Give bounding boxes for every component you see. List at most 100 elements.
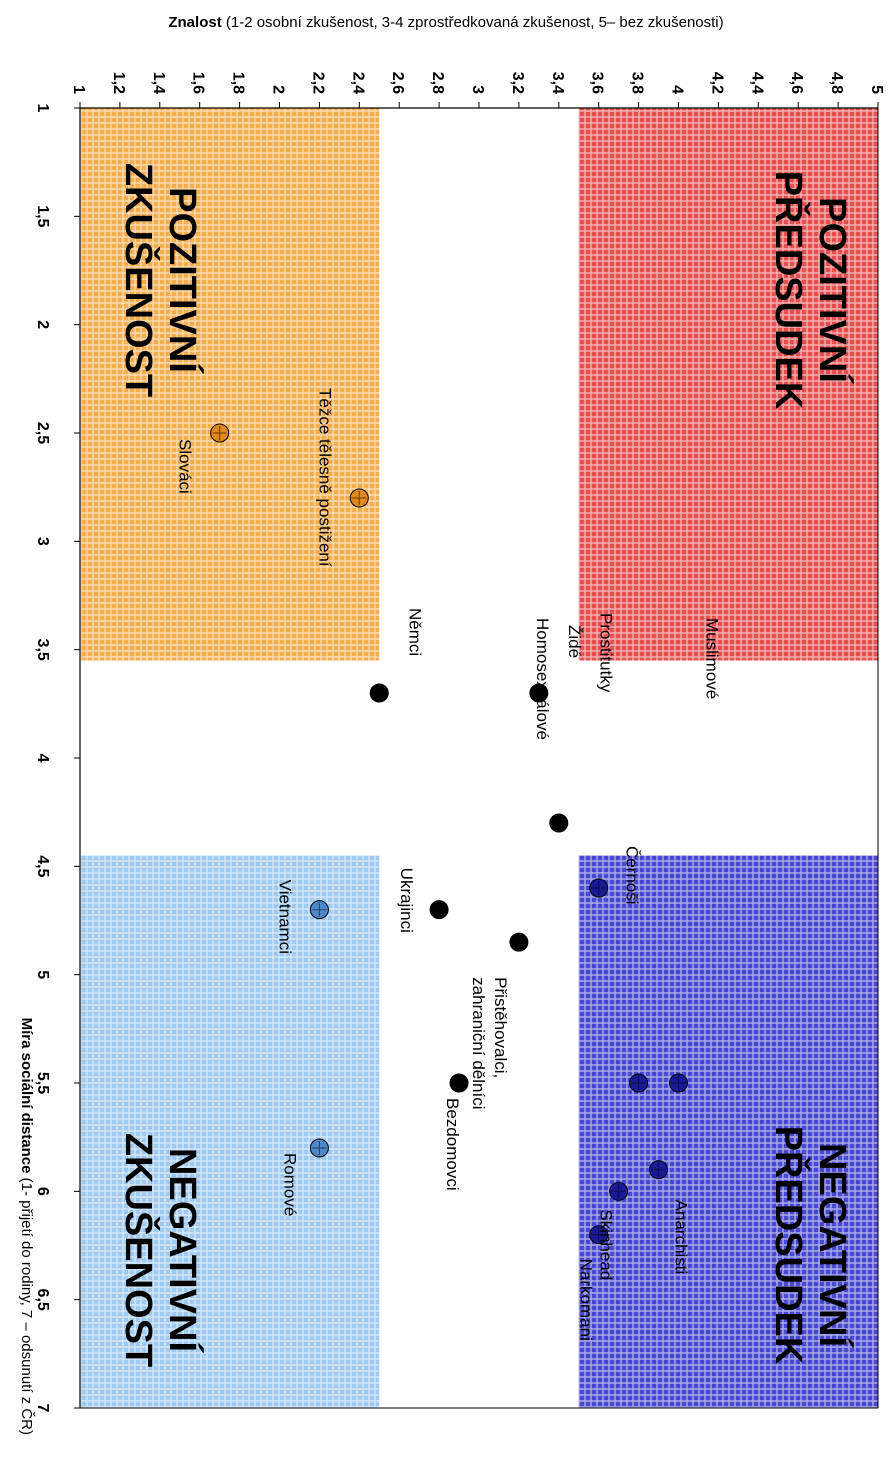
y-tick-label: 2: [34, 320, 51, 329]
point-marker-cross: [312, 1141, 327, 1155]
point-marker-cross: [651, 1162, 666, 1177]
point-tezce-telesne-postizeni: [349, 488, 369, 508]
x-tick-label: 3: [469, 85, 486, 94]
point-marker-cross: [591, 881, 606, 895]
point-marker-cross: [631, 1076, 646, 1090]
point-label-pristehovalci-zahranicni-delnici: Přistěhovalci,zahraniční dělníci: [469, 977, 510, 1109]
x-axis-title: Znalost (1-2 osobní zkušenost, 3-4 zpros…: [168, 14, 723, 31]
point-label-prostitutky: Prostitutky: [597, 613, 616, 693]
point-prostitutky: [629, 1073, 649, 1093]
point-label-zide: Židé: [565, 625, 584, 658]
point-label-romove: Romové: [280, 1153, 299, 1216]
x-tick-label: 3,8: [629, 72, 646, 94]
point-narkomani: [589, 1225, 609, 1245]
y-tick-label: 4: [34, 754, 51, 763]
x-tick-label: 5: [868, 85, 885, 94]
region-label-line: ZKUŠENOST: [117, 163, 162, 397]
point-pristehovalci-zahranicni-delnici: [509, 932, 529, 952]
point-label-line: Těžce tělesně postižení: [315, 388, 334, 567]
region-label-line: NEGATIVNÍ: [161, 1148, 205, 1354]
point-label-line: Černoši: [623, 846, 642, 905]
x-tick-label: 2,4: [349, 72, 366, 94]
point-label-line: Bezdomovci: [443, 1098, 462, 1191]
point-homosexualove: [549, 813, 569, 833]
x-tick-label: 4,8: [828, 72, 845, 94]
x-tick-label: 4: [669, 85, 686, 94]
x-tick-label: 1,4: [150, 72, 167, 94]
y-tick-label: 6: [34, 1187, 51, 1196]
point-label-line: Němci: [405, 608, 424, 656]
y-tick-label: 5: [34, 970, 51, 979]
point-romove: [309, 1138, 329, 1158]
point-marker-cross: [671, 1076, 686, 1090]
point-label-line: Ukrajinci: [397, 868, 416, 933]
x-ticks-layer: 1 1,2 1,4 1,6 1,8 2 2,2 2,4 2,6 2,8 3 3,2 3,4 3,6 3,8 4…: [70, 72, 885, 108]
point-label-bezdomovci: Bezdomovci: [443, 1098, 462, 1191]
point-label-line: Slováci: [176, 439, 195, 494]
point-marker-cross: [312, 902, 327, 917]
point-label-line: Narkomani: [577, 1259, 596, 1341]
region-label-line: POZITIVNÍ: [811, 197, 855, 384]
point-zide: [529, 683, 549, 703]
x-tick-label: 4,6: [788, 72, 805, 94]
region-label-line: PŘEDSUDEK: [767, 1126, 811, 1365]
point-marker-cross: [352, 491, 367, 505]
point-marker-cross: [212, 426, 227, 440]
point-label-line: Skinhead: [597, 1209, 616, 1280]
x-tick-label: 1,8: [230, 72, 247, 94]
point-slovaci: [210, 423, 230, 443]
x-tick-label: 1,2: [110, 72, 127, 94]
point-marker-cross: [591, 1227, 606, 1242]
y-tick-label: 1,5: [34, 205, 51, 227]
region-label-pozitivni-zkusenost: POZITIVNÍZKUŠENOST: [117, 163, 205, 397]
region-label-line: POZITIVNÍ: [161, 187, 205, 374]
x-tick-label: 2: [270, 85, 287, 94]
x-tick-label: 4,2: [708, 72, 725, 94]
y-tick-label: 3,5: [34, 639, 51, 661]
y-tick-label: 2,5: [34, 422, 51, 444]
x-tick-label: 2,2: [309, 72, 326, 94]
x-tick-label: 1,6: [190, 72, 207, 94]
point-skinhead: [609, 1181, 629, 1201]
point-label-homosexualove: Homosexuálové: [533, 618, 552, 740]
regions-layer: POZITIVNÍPŘEDSUDEKPOZITIVNÍZKUŠENOSTNEGA…: [80, 108, 878, 1408]
x-tick-label: 3,4: [549, 72, 566, 94]
x-tick-label: 2,8: [429, 72, 446, 94]
point-label-line: Prostitutky: [597, 613, 616, 693]
region-label-line: PŘEDSUDEK: [767, 171, 811, 410]
point-label-anarchisti: Anarchisti: [672, 1200, 691, 1275]
point-vietnamci: [309, 900, 329, 920]
y-tick-label: 5,5: [34, 1072, 51, 1094]
point-ukrajinci: [429, 900, 449, 920]
region-label-pozitivni-predsudek: POZITIVNÍPŘEDSUDEK: [767, 171, 855, 410]
y-axis-title-bold: Míra sociální distance: [18, 1018, 35, 1174]
point-label-muslimove: Muslimové: [703, 618, 722, 699]
point-label-line: Anarchisti: [672, 1200, 691, 1275]
region-label-negativni-zkusenost: NEGATIVNÍZKUŠENOST: [117, 1133, 205, 1367]
x-tick-label: 4,4: [748, 72, 765, 94]
point-label-line: zahraniční dělníci: [469, 977, 488, 1109]
point-label-ukrajinci: Ukrajinci: [397, 868, 416, 933]
x-tick-label: 2,6: [389, 72, 406, 94]
point-label-nemci: Němci: [405, 608, 424, 656]
point-label-line: Vietnamci: [275, 880, 294, 954]
x-tick-label: 1: [70, 85, 87, 94]
y-ticks-layer: 1 1,5 2 2,5 3 3,5 4 4,5 5 5,5 6 6,5 7: [34, 104, 80, 1413]
x-axis-title-rest: (1-2 osobní zkušenost, 3-4 zprostředkova…: [222, 14, 724, 31]
y-tick-label: 4,5: [34, 855, 51, 877]
point-label-tezce-telesne-postizeni: Těžce tělesně postižení: [315, 388, 334, 567]
x-tick-label: 3,2: [509, 72, 526, 94]
point-label-vietnamci: Vietnamci: [275, 880, 294, 954]
x-axis-title-bold: Znalost: [168, 14, 221, 31]
y-tick-label: 3: [34, 537, 51, 546]
x-tick-label: 3,6: [589, 72, 606, 94]
labels-layer: Slováci Těžce tělesně postižení Němci Židé H…: [176, 388, 722, 1341]
point-label-narkomani: Narkomani: [577, 1259, 596, 1341]
region-label-negativni-predsudek: NEGATIVNÍPŘEDSUDEK: [767, 1126, 855, 1365]
region-texture-negativni-zkusenost: [80, 855, 380, 1408]
point-muslimove: [669, 1073, 688, 1093]
y-axis-title-rest: (1- přijetí do rodiny, 7 – odsunutí z ČR…: [18, 1173, 35, 1435]
point-label-line: Romové: [280, 1153, 299, 1216]
point-label-cernosi: Černoši: [623, 846, 642, 905]
